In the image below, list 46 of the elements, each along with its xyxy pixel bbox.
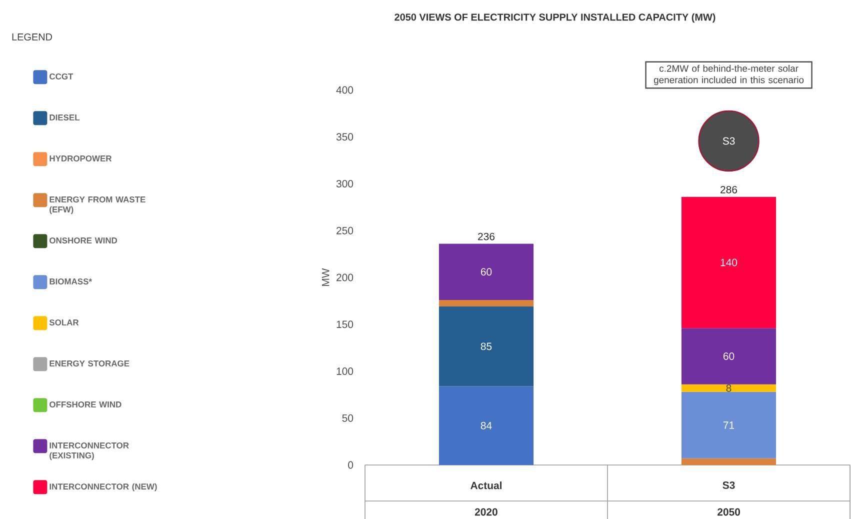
bar (438, 386, 534, 465)
text: 2020 (474, 508, 498, 516)
y-tick-label: 350 (336, 133, 354, 141)
legend-label: SOLAR (49, 319, 79, 326)
y-tick-label: 0 (348, 461, 354, 469)
annotation: S3 (722, 137, 735, 145)
text: 2050 (718, 508, 740, 516)
bar (681, 384, 776, 392)
bar (438, 300, 534, 307)
data-label: 60 (723, 352, 734, 360)
bar (681, 196, 776, 328)
legend-label: INTERCONNECTOR (NEW) (50, 483, 157, 492)
bar (681, 392, 776, 458)
bar (681, 328, 776, 384)
data-label: 60 (480, 268, 492, 276)
data-label: 84 (480, 422, 492, 430)
data-label: 8 (726, 384, 732, 392)
legend-label: OFFSHORE WIND (50, 401, 122, 408)
legend-label: INTERCONNECTOR (EXISTING) (50, 442, 129, 460)
y-tick-label: 300 (336, 180, 354, 188)
y-tick-label: 200 (336, 274, 354, 282)
total-label: 286 (720, 186, 738, 194)
legend-label: ONSHORE WIND (50, 237, 118, 244)
legend-label: ENERGY STORAGE (50, 360, 130, 366)
y-tick-label: 50 (342, 414, 354, 422)
chart-title: 2050 VIEWS OF ELECTRICITY SUPPLY INSTALLED CAPACITY (MW) (394, 13, 716, 23)
text: c.2MW of behind-the-meter solar generation included in this scenario (654, 64, 804, 86)
y-axis-title: MW (322, 268, 330, 286)
data-label: 71 (723, 422, 734, 429)
data-label: 140 (720, 258, 738, 266)
legend-label: HYDROPOWER (50, 155, 112, 162)
y-tick-label: 250 (336, 226, 354, 234)
legend-label: CCGT (50, 73, 74, 80)
bar (681, 458, 776, 465)
legend-label: DIESEL (50, 114, 80, 120)
bar (438, 306, 534, 386)
y-tick-label: 400 (336, 86, 354, 94)
legend-label: BIOMASS* (50, 278, 92, 284)
y-tick-label: 150 (336, 320, 354, 328)
bar (438, 244, 534, 300)
legend-label: ENERGY FROM WASTE (EFW) (50, 196, 146, 214)
data-label: 85 (480, 342, 492, 350)
x-tick-label: Actual (470, 482, 502, 490)
y-tick-label: 100 (336, 368, 354, 375)
total-label: 236 (478, 232, 495, 240)
legend-title: LEGEND (12, 33, 52, 41)
